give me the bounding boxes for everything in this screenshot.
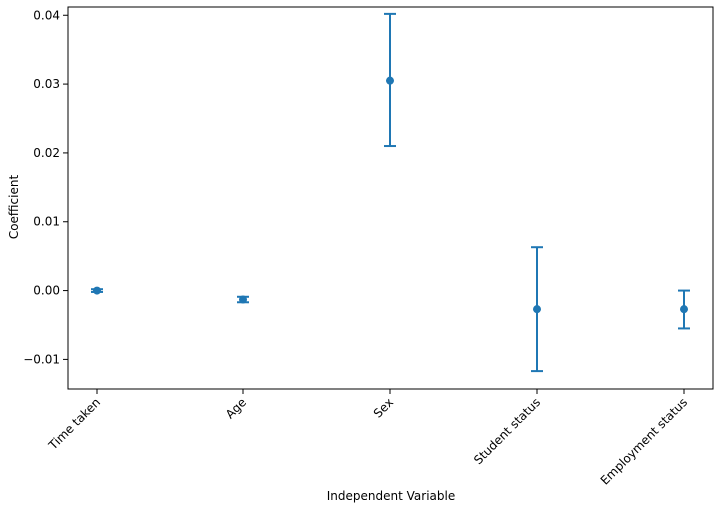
x-tick-label: Age — [223, 395, 249, 421]
data-marks — [91, 12, 690, 373]
x-tick-label: Employment status — [598, 395, 690, 487]
x-tick-label: Time taken — [45, 395, 103, 453]
data-point — [533, 305, 541, 314]
x-tick-label: Student status — [471, 395, 543, 467]
y-tick-label: 0.00 — [33, 284, 60, 298]
y-tick-label: −0.01 — [23, 352, 60, 366]
y-axis-ticks: −0.01 0.00 0.01 0.02 0.03 0.04 — [23, 8, 68, 366]
data-point — [93, 286, 101, 295]
y-tick-label: 0.04 — [33, 8, 60, 22]
y-axis-label: Coefficient — [7, 175, 21, 240]
y-tick-label: 0.03 — [33, 77, 60, 91]
x-axis-label: Independent Variable — [327, 489, 455, 503]
data-point — [680, 305, 688, 314]
y-tick-label: 0.02 — [33, 146, 60, 160]
y-tick-label: 0.01 — [33, 215, 60, 229]
data-point — [239, 295, 247, 304]
data-point — [386, 76, 394, 85]
x-tick-label: Sex — [371, 395, 396, 420]
x-axis-ticks: Time taken Age Sex Student status Employment… — [45, 389, 690, 488]
